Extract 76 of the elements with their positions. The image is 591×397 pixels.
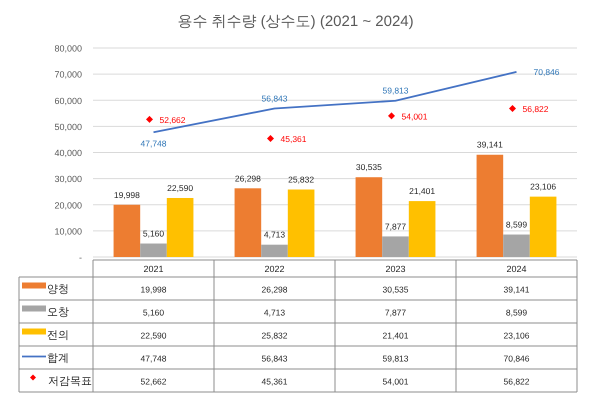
legend-label: 오창 bbox=[47, 306, 69, 318]
legend-label: 합계 bbox=[47, 352, 69, 364]
data-label: 54,001 bbox=[382, 376, 409, 386]
bar bbox=[261, 244, 288, 257]
text: 7,877 bbox=[384, 221, 406, 232]
data-label: 8,599 bbox=[506, 308, 528, 318]
text: 54,001 bbox=[402, 111, 428, 122]
y-tick-label: 10,000 bbox=[54, 226, 82, 236]
bar bbox=[166, 198, 194, 257]
data-label: 25,832 bbox=[262, 330, 288, 340]
legend-label: 전의 bbox=[47, 330, 69, 342]
bar bbox=[530, 196, 556, 257]
y-tick-label: 40,000 bbox=[54, 148, 82, 158]
x-tick-label: 2024 bbox=[506, 264, 527, 274]
text: 59,813 bbox=[382, 86, 408, 96]
bar bbox=[140, 244, 167, 257]
data-label: 45,361 bbox=[262, 376, 288, 386]
point bbox=[267, 134, 274, 142]
text: 26,298 bbox=[234, 173, 261, 184]
text: 56,843 bbox=[262, 94, 288, 104]
data-label: 7,877 bbox=[384, 308, 406, 318]
data-label: 47,748 bbox=[140, 354, 167, 364]
text: 45,361 bbox=[280, 134, 306, 144]
text: 25,832 bbox=[288, 174, 314, 185]
line-series bbox=[152, 71, 518, 134]
bar bbox=[356, 177, 382, 257]
x-tick-label: 2022 bbox=[264, 264, 285, 274]
bar bbox=[382, 236, 409, 257]
bar bbox=[234, 188, 262, 257]
text: 56,822 bbox=[522, 104, 548, 114]
bar bbox=[476, 154, 504, 257]
data-label: 59,813 bbox=[382, 354, 409, 364]
text: 30,535 bbox=[356, 162, 382, 172]
x-tick-label: 2021 bbox=[143, 264, 164, 274]
bar bbox=[408, 201, 436, 257]
data-label: 23,106 bbox=[504, 330, 530, 340]
text: 21,401 bbox=[409, 186, 436, 196]
x-tick-label: 2023 bbox=[385, 264, 406, 274]
bar bbox=[114, 204, 140, 257]
data-label: 22,590 bbox=[140, 330, 167, 340]
data-label: 56,822 bbox=[504, 376, 530, 386]
data-label: 19,998 bbox=[140, 284, 167, 294]
bar bbox=[288, 190, 314, 257]
data-label: 21,401 bbox=[382, 330, 409, 340]
y-tick-label: 50,000 bbox=[54, 122, 82, 132]
data-label: 26,298 bbox=[262, 284, 288, 294]
legend-label: 양청 bbox=[47, 284, 69, 296]
data-label: 5,160 bbox=[142, 308, 164, 318]
data-label: 30,535 bbox=[382, 284, 409, 294]
text: 23,106 bbox=[530, 182, 556, 192]
data-label: 4,713 bbox=[264, 308, 286, 318]
y-tick-label: 70,000 bbox=[54, 70, 82, 80]
data-label: 52,662 bbox=[140, 376, 167, 386]
point bbox=[388, 112, 395, 120]
text: 5,160 bbox=[142, 228, 164, 239]
legend-label: 저감목표 bbox=[48, 376, 92, 388]
text: 52,662 bbox=[160, 114, 186, 125]
data-label: 56,843 bbox=[262, 354, 288, 364]
bar bbox=[503, 234, 530, 257]
y-tick-label: - bbox=[79, 252, 82, 262]
data-label: 70,846 bbox=[504, 354, 530, 364]
point bbox=[509, 105, 516, 112]
point bbox=[146, 116, 153, 123]
text: 4,713 bbox=[264, 230, 286, 240]
text: 8,599 bbox=[506, 220, 528, 230]
y-tick-label: 20,000 bbox=[54, 200, 82, 210]
data-label: 39,141 bbox=[504, 284, 530, 294]
y-tick-label: 60,000 bbox=[54, 96, 82, 106]
chart-title: 용수 취수량 (상수도) (2021 ~ 2024) bbox=[177, 13, 414, 30]
text: 39,141 bbox=[476, 140, 503, 150]
y-tick-label: 30,000 bbox=[54, 174, 82, 184]
text: 22,590 bbox=[167, 182, 194, 193]
text: 47,748 bbox=[140, 138, 166, 148]
y-tick-label: 80,000 bbox=[54, 44, 82, 54]
text: 70,846 bbox=[534, 66, 560, 77]
text: 19,998 bbox=[114, 190, 140, 200]
